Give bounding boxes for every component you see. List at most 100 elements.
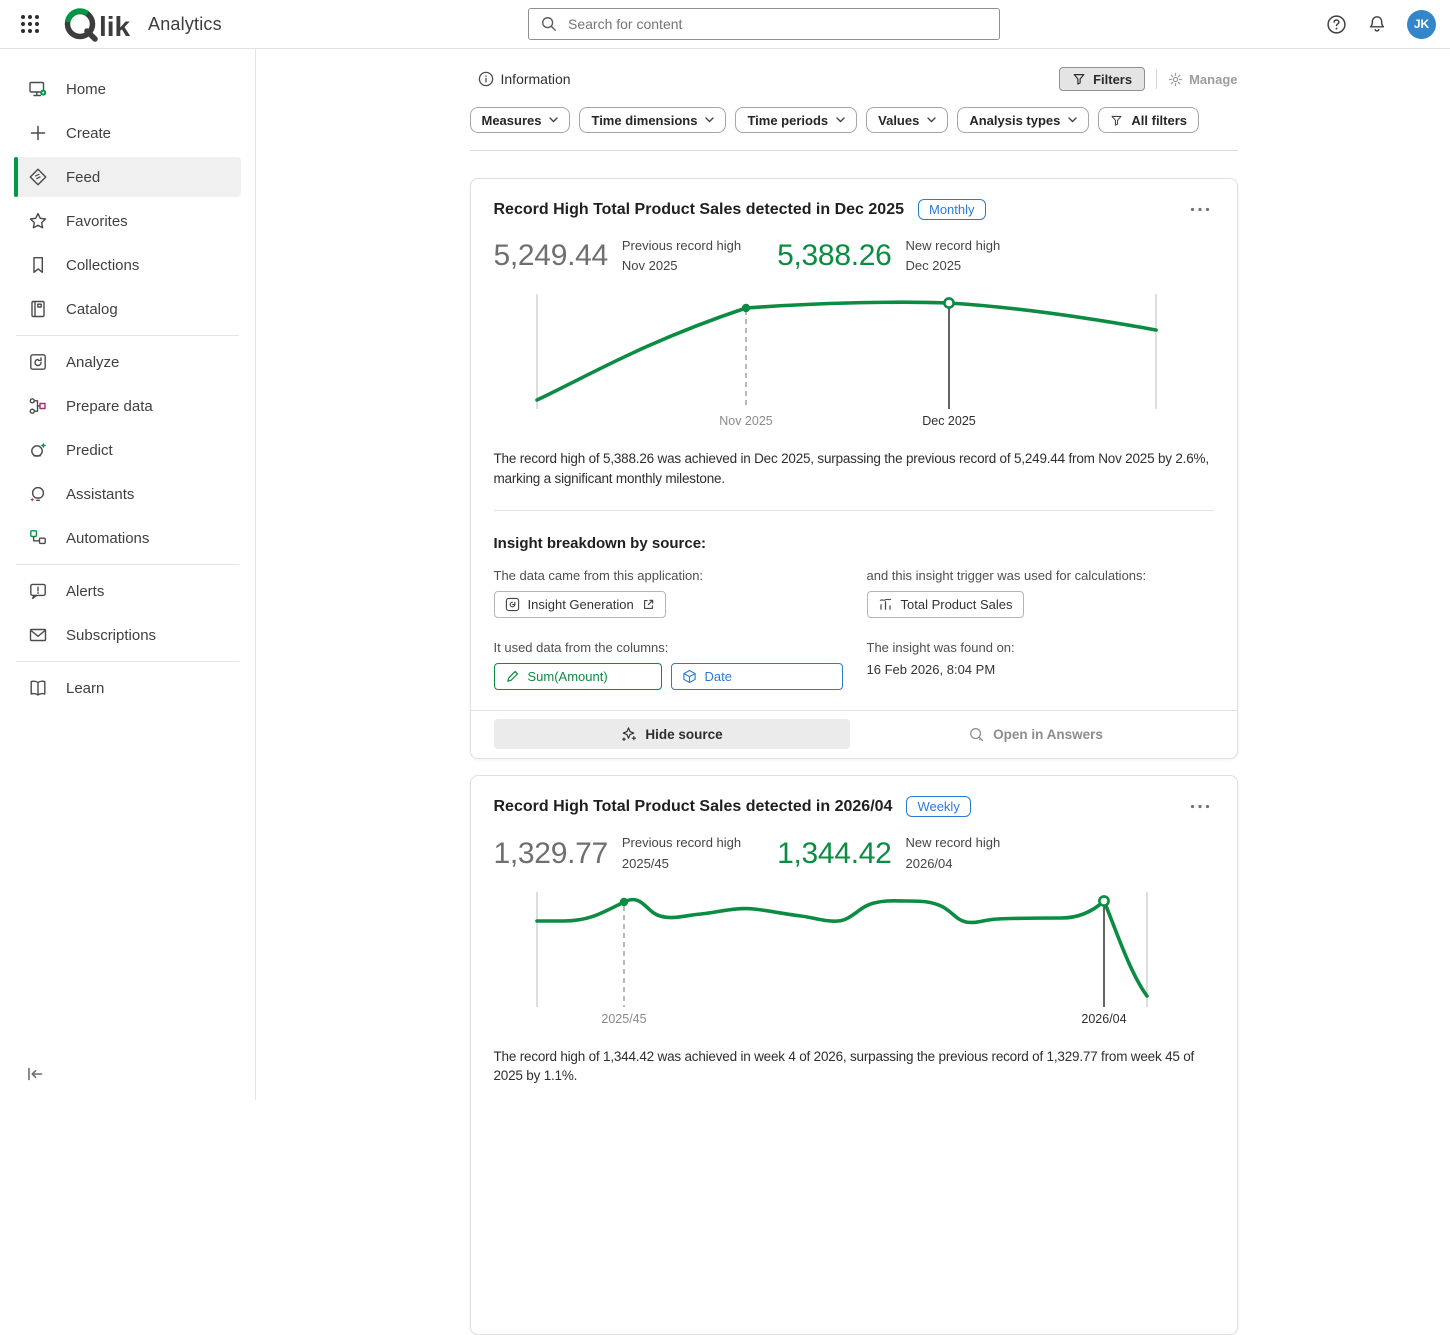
filters-button[interactable]: Filters: [1059, 67, 1146, 91]
open-in-answers-button[interactable]: Open in Answers: [858, 719, 1214, 749]
funnel-icon: [1111, 115, 1122, 126]
sidebar-item-catalog[interactable]: Catalog: [14, 289, 241, 329]
sidebar-item-label: Automations: [66, 529, 150, 547]
sidebar-item-label: Assistants: [66, 485, 135, 503]
card-menu-icon[interactable]: [1186, 203, 1214, 216]
trigger-measure-chip: Total Product Sales: [866, 591, 1024, 619]
sidebar-item-alerts[interactable]: Alerts: [14, 571, 241, 611]
collapse-sidebar-icon[interactable]: [26, 1066, 44, 1082]
plus-icon: [28, 123, 48, 143]
sidebar-item-predict[interactable]: Predict: [14, 430, 241, 470]
insight-card-monthly: Record High Total Product Sales detected…: [469, 178, 1238, 760]
card-title: Record High Total Product Sales detected…: [493, 797, 893, 815]
found-on-timestamp: 16 Feb 2026, 8:04 PM: [866, 662, 996, 678]
breakdown-heading: Insight breakdown by source:: [493, 535, 707, 553]
sidebar-item-favorites[interactable]: Favorites: [14, 201, 241, 241]
sidebar-item-subscriptions[interactable]: Subscriptions: [14, 615, 241, 655]
envelope-icon: [28, 625, 48, 645]
filter-chip-analysis-types[interactable]: Analysis types: [957, 107, 1090, 133]
home-icon: [28, 79, 48, 99]
app-name-label: Analytics: [148, 13, 222, 34]
sidebar-divider: [16, 335, 239, 336]
sidebar: Home Create Feed Favorites Coll: [0, 49, 256, 1100]
chevron-down-icon: [549, 117, 559, 123]
gear-icon: [1168, 72, 1183, 86]
information-section: Information: [470, 71, 571, 87]
filter-chip-time-periods[interactable]: Time periods: [735, 107, 858, 133]
sidebar-item-analyze[interactable]: Analyze: [14, 342, 241, 382]
toolbar-divider: [469, 150, 1238, 151]
sidebar-item-label: Feed: [66, 168, 101, 186]
open-book-icon: [28, 678, 48, 698]
previous-record-value: 5,249.44: [493, 239, 609, 273]
new-record-value: 1,344.42: [777, 836, 892, 870]
columns-block: It used data from the columns: Sum(Amoun…: [493, 640, 867, 691]
automations-icon: [28, 528, 48, 548]
sidebar-item-label: Catalog: [66, 300, 118, 318]
sidebar-divider: [16, 564, 239, 565]
sidebar-item-feed[interactable]: Feed: [14, 157, 241, 197]
dimension-column-chip: Date: [670, 663, 843, 691]
sidebar-item-label: Collections: [66, 256, 140, 274]
insight-description: The record high of 1,344.42 was achieved…: [493, 1048, 1195, 1084]
sidebar-item-create[interactable]: Create: [14, 113, 241, 153]
help-icon[interactable]: [1326, 14, 1347, 35]
filter-chip-values[interactable]: Values: [866, 107, 949, 133]
sidebar-item-label: Alerts: [66, 582, 105, 600]
search-icon: [542, 17, 556, 31]
previous-record-marker: [619, 897, 628, 906]
new-record-value: 5,388.26: [777, 239, 892, 273]
source-app-chip[interactable]: Insight Generation: [493, 591, 666, 619]
sidebar-item-collections[interactable]: Collections: [14, 245, 241, 285]
sidebar-item-label: Predict: [66, 441, 113, 459]
new-record-label: New record high 2026/04: [905, 835, 1001, 871]
measure-icon: [506, 671, 518, 683]
sidebar-item-label: Prepare data: [66, 397, 153, 415]
sidebar-item-learn[interactable]: Learn: [14, 668, 241, 708]
assistant-icon: [28, 484, 48, 504]
sidebar-item-label: Subscriptions: [66, 626, 157, 644]
sidebar-item-home[interactable]: Home: [14, 69, 241, 109]
sidebar-item-prepare-data[interactable]: Prepare data: [14, 386, 241, 426]
topbar: lik Analytics JK: [0, 0, 1450, 49]
new-record-marker: [1097, 894, 1110, 907]
source-app-block: The data came from this application: Ins…: [493, 568, 867, 619]
toolbar-separator: [1156, 69, 1158, 89]
avatar[interactable]: JK: [1407, 9, 1436, 39]
measure-column-chip: Sum(Amount): [493, 663, 662, 691]
funnel-icon: [1073, 74, 1085, 85]
card-menu-icon[interactable]: [1186, 800, 1214, 813]
sidebar-item-label: Analyze: [66, 353, 120, 371]
manage-button[interactable]: Manage: [1168, 72, 1238, 87]
notifications-bell-icon[interactable]: [1367, 14, 1387, 34]
sidebar-item-label: Home: [66, 80, 107, 98]
sidebar-item-assistants[interactable]: Assistants: [14, 474, 241, 514]
app-icon: [505, 598, 519, 612]
x-axis-label-prev: Nov 2025: [719, 414, 773, 428]
app-launcher-icon[interactable]: [14, 8, 46, 40]
all-filters-chip[interactable]: All filters: [1098, 107, 1200, 133]
sidebar-divider: [16, 661, 239, 662]
sidebar-item-label: Favorites: [66, 212, 128, 230]
bookmark-icon: [28, 255, 48, 275]
info-icon[interactable]: [478, 71, 494, 87]
filter-chip-measures[interactable]: Measures: [469, 107, 571, 133]
x-axis-label-new: Dec 2025: [922, 414, 976, 428]
sidebar-item-label: Learn: [66, 679, 105, 697]
previous-record-label: Previous record high Nov 2025: [621, 238, 742, 274]
insight-description: The record high of 5,388.26 was achieved…: [493, 451, 1210, 486]
previous-record-marker: [741, 304, 750, 313]
card-divider: [493, 510, 1214, 512]
trigger-block: and this insight trigger was used for ca…: [866, 568, 1214, 619]
search-input[interactable]: [566, 15, 999, 33]
qlik-logo[interactable]: lik: [62, 6, 134, 42]
card-title: Record High Total Product Sales detected…: [493, 200, 904, 218]
filter-chip-time-dimensions[interactable]: Time dimensions: [579, 107, 727, 133]
answers-magnifier-icon: [970, 727, 984, 742]
previous-record-value: 1,329.77: [493, 836, 609, 870]
svg-text:lik: lik: [99, 11, 131, 42]
found-on-block: The insight was found on: 16 Feb 2026, 8…: [867, 640, 1214, 690]
hide-source-button[interactable]: Hide source: [493, 719, 850, 750]
global-search[interactable]: [528, 8, 1000, 40]
sidebar-item-automations[interactable]: Automations: [14, 518, 241, 558]
